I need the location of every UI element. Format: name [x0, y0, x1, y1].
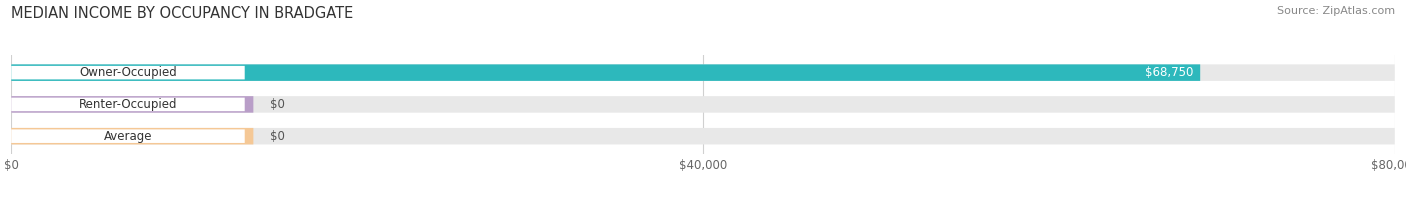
Text: $68,750: $68,750	[1144, 66, 1194, 79]
FancyBboxPatch shape	[11, 96, 1395, 113]
Text: Source: ZipAtlas.com: Source: ZipAtlas.com	[1277, 6, 1395, 16]
Text: Renter-Occupied: Renter-Occupied	[79, 98, 177, 111]
Text: $0: $0	[270, 98, 285, 111]
Text: Owner-Occupied: Owner-Occupied	[79, 66, 177, 79]
Text: MEDIAN INCOME BY OCCUPANCY IN BRADGATE: MEDIAN INCOME BY OCCUPANCY IN BRADGATE	[11, 6, 353, 21]
FancyBboxPatch shape	[11, 64, 1395, 81]
Text: Average: Average	[104, 130, 152, 143]
FancyBboxPatch shape	[11, 96, 253, 113]
FancyBboxPatch shape	[11, 129, 245, 143]
FancyBboxPatch shape	[11, 98, 245, 111]
FancyBboxPatch shape	[11, 66, 245, 79]
FancyBboxPatch shape	[11, 128, 1395, 144]
FancyBboxPatch shape	[11, 128, 253, 144]
Text: $0: $0	[270, 130, 285, 143]
FancyBboxPatch shape	[11, 64, 1201, 81]
